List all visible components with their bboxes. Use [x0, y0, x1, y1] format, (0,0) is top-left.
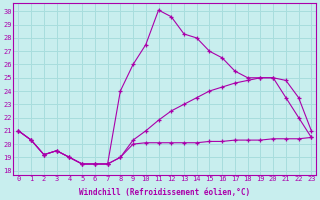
X-axis label: Windchill (Refroidissement éolien,°C): Windchill (Refroidissement éolien,°C): [79, 188, 251, 197]
